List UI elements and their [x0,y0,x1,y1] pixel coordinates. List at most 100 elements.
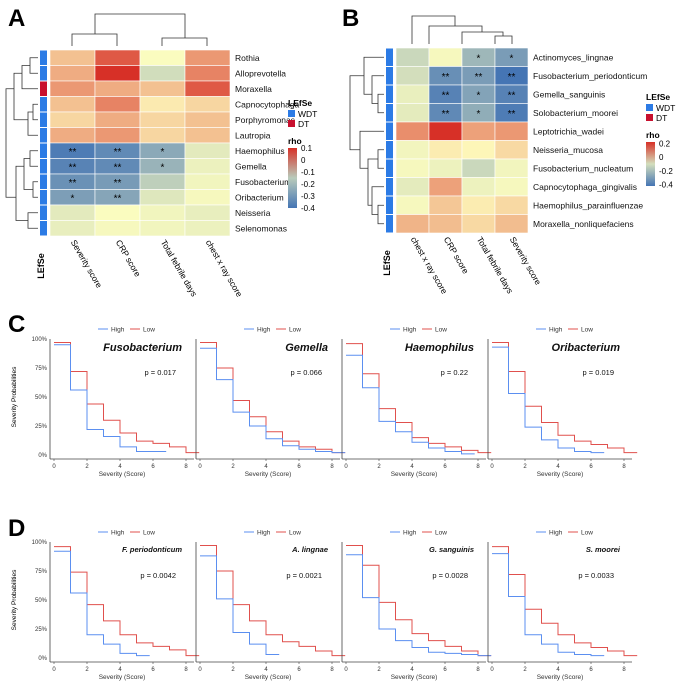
km-y-tick-label: 25% [35,424,48,430]
lefse-cell [40,50,47,65]
significance-star: ** [442,72,450,83]
row-dendrogram-branch [377,93,384,114]
lefse-cell [386,178,393,196]
km-ylabel: Severity Probabilities [11,569,18,630]
km-x-tick-label: 6 [151,667,155,673]
km-title: Gemella [285,342,328,354]
km-x-tick-label: 2 [523,464,527,470]
rho-colorbar [288,148,297,208]
lefse-cell [386,48,393,66]
heat-cell [494,121,529,141]
heat-cell [428,195,463,215]
heat-cell [395,214,430,234]
heat-cell [428,214,463,234]
row-dendrogram-branch [371,75,384,104]
heat-cell [139,189,186,206]
rho-colorbar [646,142,655,186]
column-label: chest x ray score [409,235,450,296]
km-curve-low [54,341,200,454]
significance-star: ** [114,162,122,173]
km-y-tick-label: 100% [32,337,48,343]
heat-cell [49,111,96,128]
row-dendrogram-branch [377,149,384,169]
heat-cell [139,111,186,128]
km-xlabel: Severity (Score) [391,674,438,681]
km-curve-low [346,544,492,657]
lefse-legend-title: LEfSe [646,92,670,102]
significance-star: ** [69,178,77,189]
km-x-tick-label: 8 [622,667,626,673]
km-x-tick-label: 4 [118,667,122,673]
heat-cell [49,96,96,113]
column-dendrogram-branch [161,37,208,46]
row-dendrogram-branch [15,165,28,221]
lefse-cell [40,221,47,236]
rho-tick-label: -0.4 [301,204,315,213]
km-x-tick-label: 4 [556,667,560,673]
km-p-value: p = 0.0028 [432,571,468,580]
legend-label-low: Low [435,530,447,537]
km-p-value: p = 0.0042 [140,571,176,580]
km-x-tick-label: 6 [443,667,447,673]
km-curve-low [492,341,638,454]
km-x-tick-label: 0 [198,667,202,673]
heat-cell [494,140,529,160]
lefse-axis-label: LEfSe [382,250,392,276]
km-curve-low [200,544,346,657]
significance-star: ** [69,162,77,173]
legend-label-low: Low [143,327,155,334]
heat-cell [428,158,463,178]
row-label: Haemophilus [235,146,285,156]
heat-cell [428,177,463,197]
row-label: Capnocytophaga [235,99,300,109]
km-panel-d: Severity Probabilities High Low 0% 25% 50% 75%… [11,530,638,681]
km-x-tick-label: 6 [589,667,593,673]
row-label: Gemella_sanguinis [533,89,605,99]
heat-cell [494,214,529,234]
km-x-tick-label: 4 [556,464,560,470]
lefse-cell [40,205,47,220]
km-curve-high [200,555,280,656]
row-label: Rothia [235,53,260,63]
rho-tick-label: 0 [659,153,664,162]
legend-label-low: Low [581,327,593,334]
significance-star: * [477,53,481,64]
heat-cell [49,127,96,144]
rho-tick-label: -0.3 [301,192,315,201]
significance-star: ** [508,109,516,120]
row-label: Neisseria_mucosa [533,145,603,155]
rho-tick-label: 0 [301,156,306,165]
heat-cell [184,80,231,97]
legend-label-high: High [111,530,125,537]
heat-cell [395,47,430,67]
heat-cell [139,173,186,190]
significance-star: ** [114,193,122,204]
row-label: Moraxella_nonliquefaciens [533,219,634,229]
heat-cell [94,127,141,144]
km-curve-low [54,546,200,657]
column-dendrogram-branch [411,15,456,44]
row-label: Gemella [235,161,267,171]
km-x-tick-label: 6 [297,464,301,470]
km-y-tick-label: 75% [35,366,48,372]
heat-cell [139,96,186,113]
row-label: Fusobacterium_nucleatum [533,163,633,173]
lefse-legend-swatch [288,120,295,127]
row-label: Actinomyces_lingnae [533,52,614,62]
heat-cell [94,80,141,97]
significance-star: ** [114,178,122,189]
lefse-cell [386,159,393,177]
heat-cell [184,49,231,66]
heat-cell [395,84,430,104]
panel-label-a: A [8,5,25,32]
lefse-cell [386,141,393,159]
km-x-tick-label: 8 [330,667,334,673]
heat-cell [94,220,141,237]
row-label: Fusobacterium_periodonticum [533,71,647,81]
legend-label-low: Low [143,530,155,537]
km-x-tick-label: 4 [264,667,268,673]
km-title: Fusobacterium [103,342,182,354]
significance-star: ** [114,147,122,158]
km-curve-high [492,346,605,454]
lefse-cell [40,128,47,143]
